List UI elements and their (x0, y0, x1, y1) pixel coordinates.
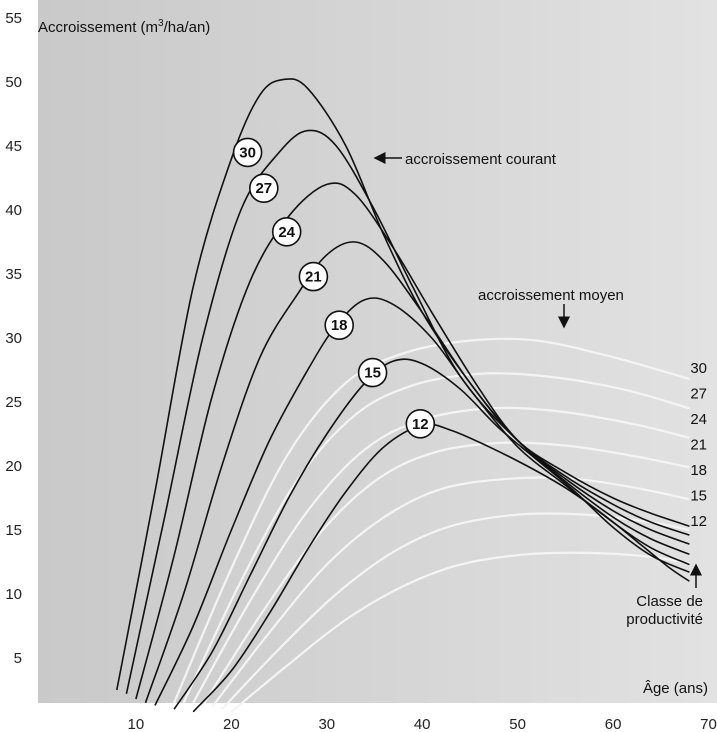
y-tick-label: 5 (14, 650, 22, 667)
end-label-18: 18 (690, 462, 707, 479)
x-tick-label: 40 (414, 716, 431, 732)
y-tick-label: 10 (5, 586, 22, 603)
y-axis-ticks: 5 10 15 20 25 30 35 40 45 50 55 (5, 10, 22, 667)
current-curve-30 (116, 78, 690, 691)
end-label-27: 27 (690, 386, 707, 403)
mean-curve-12 (230, 551, 690, 713)
plot-background (38, 0, 717, 703)
x-axis-title: Âge (ans) (643, 680, 708, 697)
mean-curve-18 (211, 476, 690, 708)
y-tick-label: 25 (5, 394, 22, 411)
end-label-24: 24 (690, 411, 707, 428)
curve-label-text: 24 (278, 224, 295, 241)
x-tick-label: 10 (128, 716, 145, 732)
curve-label-text: 15 (364, 365, 381, 382)
current-curve-27 (125, 129, 690, 694)
curve-label-30: 30 (232, 137, 263, 168)
y-tick-label: 40 (5, 202, 22, 219)
current-curve-12 (192, 423, 690, 713)
y-axis-title: Accroissement (m3/ha/an) (38, 18, 210, 36)
end-label-12: 12 (690, 513, 707, 530)
curve-label-15: 15 (357, 357, 388, 388)
annotation-current: accroissement courant (373, 151, 557, 168)
annotation-mean-label: accroissement moyen (478, 287, 624, 304)
curve-label-circle (271, 217, 302, 247)
y-tick-label: 15 (5, 522, 22, 539)
curve-label-24: 24 (271, 217, 302, 247)
end-label-21: 21 (690, 437, 707, 454)
curve-label-text: 21 (305, 269, 322, 286)
y-tick-label: 30 (5, 330, 22, 347)
x-tick-label: 50 (509, 716, 526, 732)
x-tick-label: 70 (700, 716, 717, 732)
curve-label-circle (298, 261, 329, 292)
y-tick-label: 35 (5, 266, 22, 283)
y-tick-label: 45 (5, 138, 22, 155)
x-tick-label: 60 (605, 716, 622, 732)
y-tick-label: 20 (5, 458, 22, 475)
curve-label-circle (324, 310, 355, 341)
mean-curve-21 (201, 441, 690, 706)
x-tick-label: 30 (318, 716, 335, 732)
curve-label-circle (357, 357, 388, 388)
curve-label-text: 30 (239, 144, 256, 161)
curve-label-text: 12 (412, 416, 429, 433)
curve-label-21: 21 (298, 261, 329, 292)
annotation-mean: accroissement moyen (478, 287, 624, 329)
curve-label-circle (405, 408, 436, 439)
productivity-class-legend: Classe de productivité (626, 563, 703, 628)
curve-class-labels: 30 27 24 21 18 15 12 (232, 137, 436, 439)
mean-curve-30 (173, 337, 690, 704)
end-label-15: 15 (690, 488, 707, 505)
current-curve-15 (173, 358, 690, 710)
curve-label-circle (248, 173, 279, 203)
curve-label-text: 18 (331, 317, 348, 334)
x-axis-ticks: 10 20 30 40 50 60 70 (128, 716, 717, 732)
productivity-class-title-line2: productivité (626, 611, 703, 628)
curve-label-12: 12 (405, 408, 436, 439)
current-curve-21 (144, 241, 690, 704)
mean-curve-27 (182, 372, 690, 704)
curve-label-18: 18 (324, 310, 355, 341)
current-increment-curves (116, 78, 690, 713)
productivity-class-title-line1: Classe de (636, 593, 703, 610)
y-tick-label: 50 (5, 74, 22, 91)
y-tick-label: 55 (5, 10, 22, 27)
x-tick-label: 20 (223, 716, 240, 732)
curve-label-text: 27 (255, 180, 272, 197)
curve-label-circle (232, 137, 263, 168)
current-curve-24 (135, 182, 690, 700)
annotation-current-label: accroissement courant (405, 151, 557, 168)
end-label-30: 30 (690, 360, 707, 377)
right-class-labels: 30 27 24 21 18 15 12 (690, 360, 707, 530)
curve-label-27: 27 (248, 173, 279, 203)
